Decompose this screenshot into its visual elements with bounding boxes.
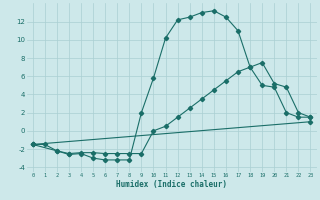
X-axis label: Humidex (Indice chaleur): Humidex (Indice chaleur) [116, 180, 227, 189]
